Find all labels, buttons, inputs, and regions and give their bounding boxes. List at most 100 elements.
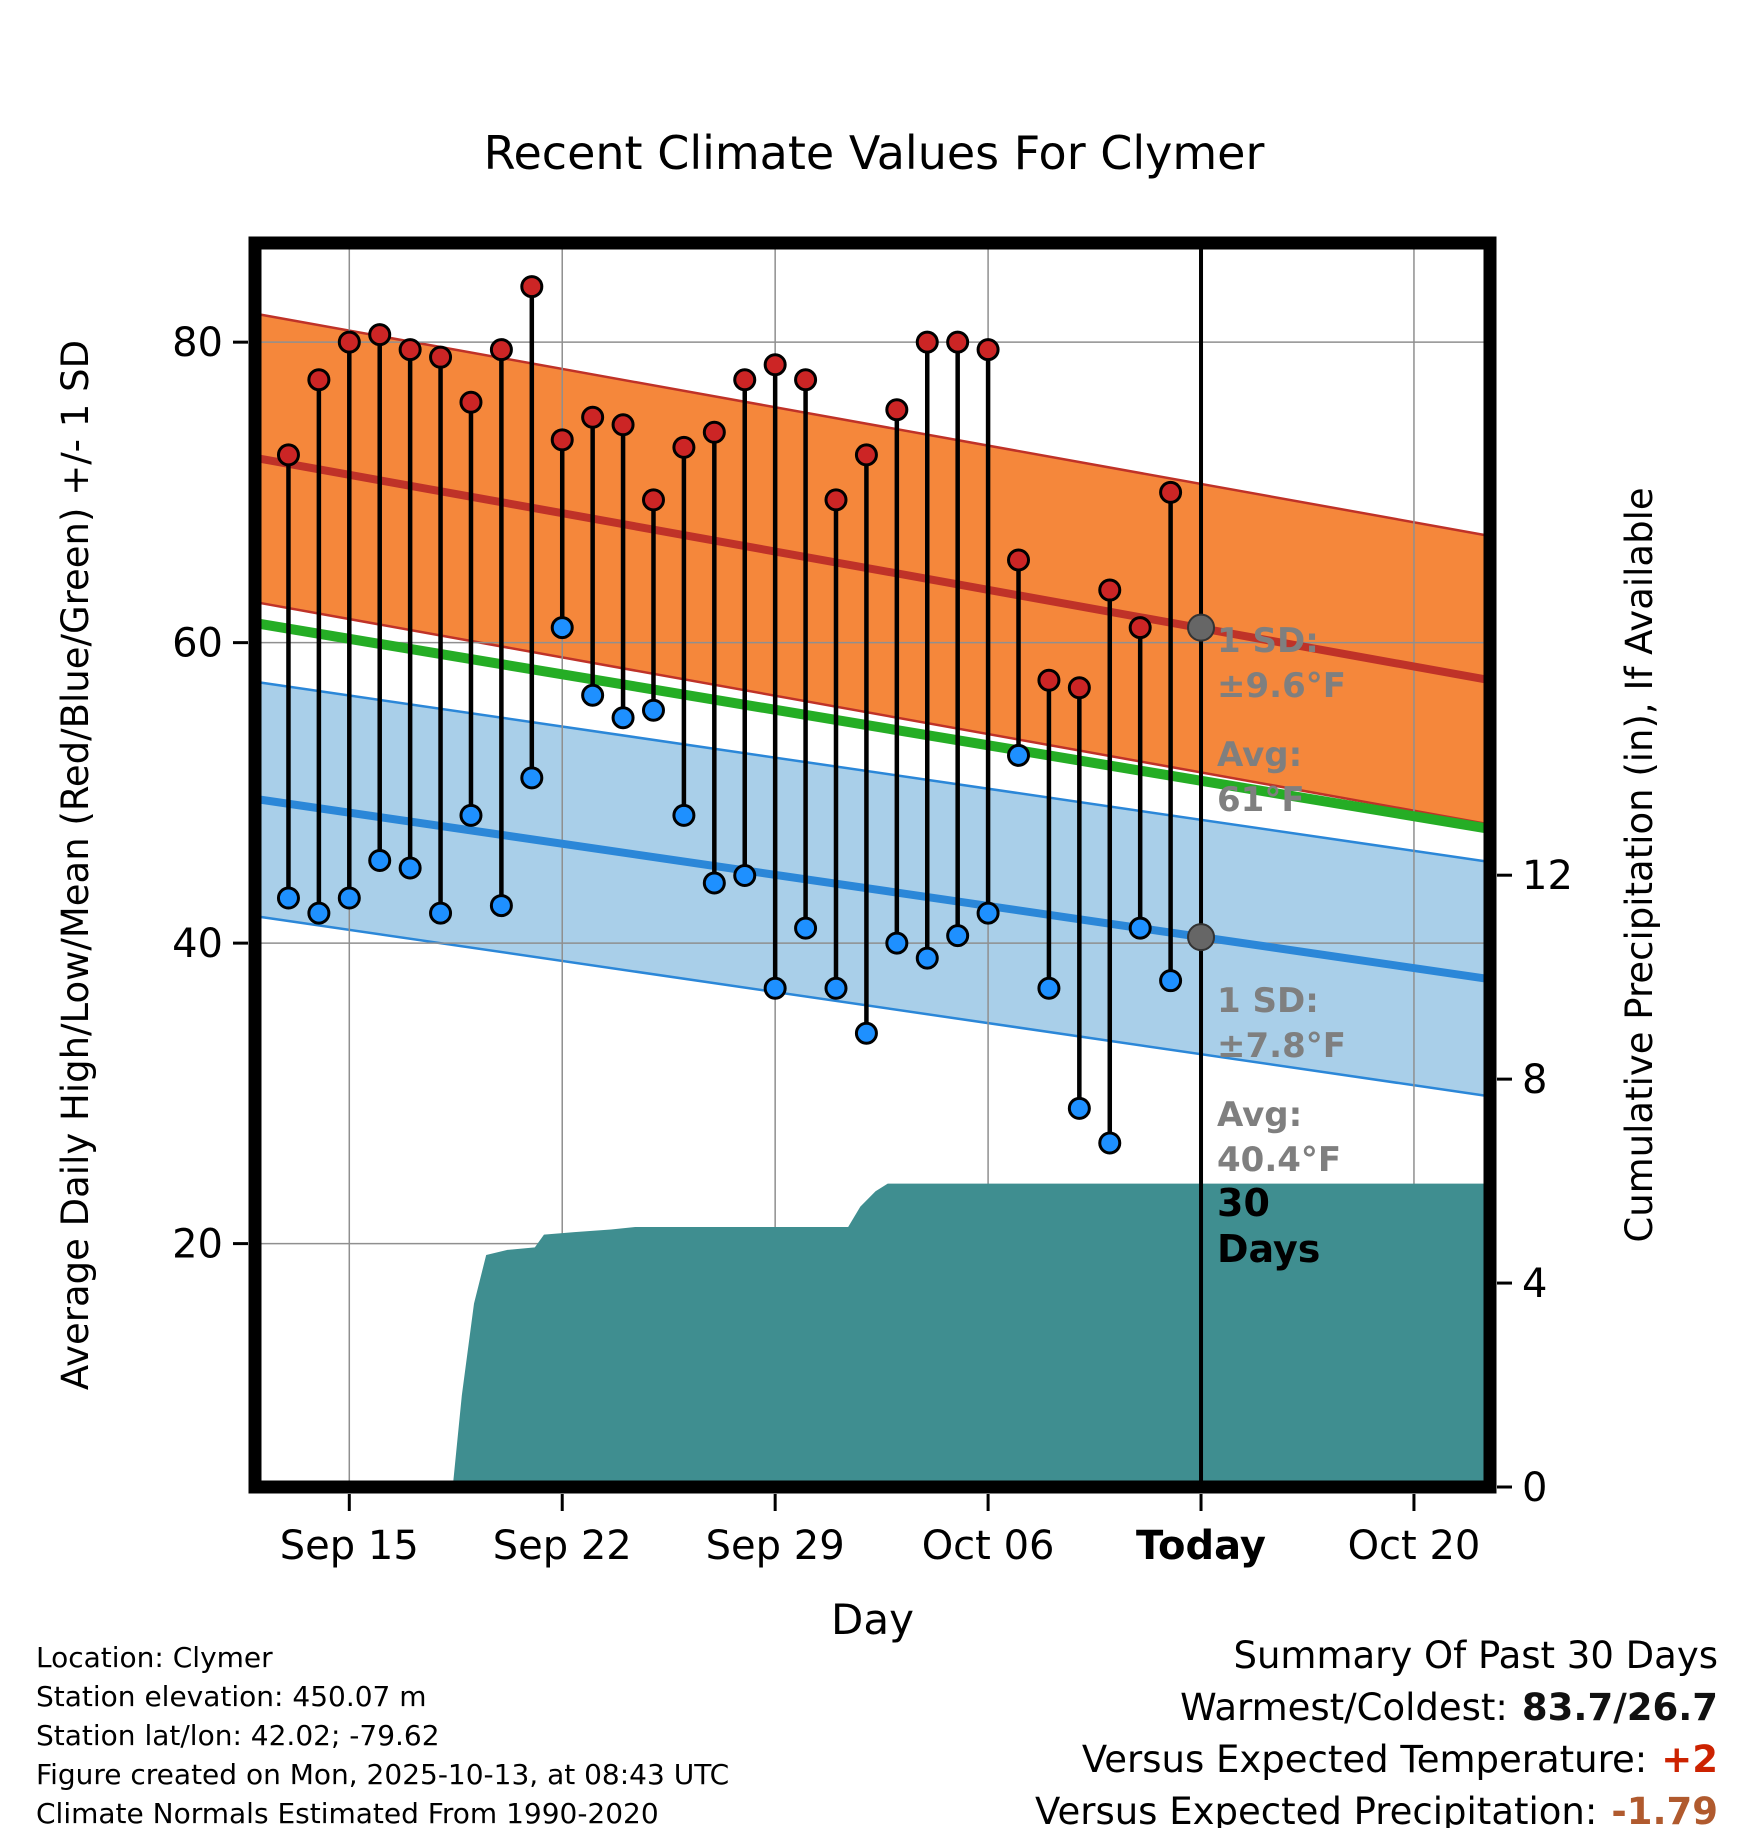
daily-low-dot <box>1067 1096 1091 1120</box>
daily-low-dot <box>1159 969 1183 993</box>
daily-high-dot <box>1098 578 1122 602</box>
y-right-tick-label: 8 <box>1522 1057 1547 1103</box>
low-normal-band-bottom-edge <box>254 914 1491 1098</box>
summary-row-vs-precipitation: Versus Expected Precipitation: -1.79 <box>1035 1786 1718 1828</box>
daily-low-dot <box>429 901 453 925</box>
daily-high-dot <box>641 488 665 512</box>
y-left-tick-label: 20 <box>172 1222 223 1268</box>
summary-row-warmest-coldest: Warmest/Coldest: 83.7/26.7 <box>1035 1682 1718 1734</box>
daily-low-dot <box>368 848 392 872</box>
x-tick-label: Sep 22 <box>493 1523 632 1569</box>
station-latlon: Station lat/lon: 42.02; -79.62 <box>36 1719 440 1752</box>
cumulative-precip-area <box>255 1183 1490 1487</box>
daily-high-dot <box>702 420 726 444</box>
daily-high-dot <box>337 330 361 354</box>
daily-high-dot <box>1128 616 1152 640</box>
high-normal-band-bottom-edge <box>254 600 1491 826</box>
daily-high-dot <box>429 345 453 369</box>
daily-high-dot <box>733 368 757 392</box>
daily-high-dot <box>885 398 909 422</box>
daily-low-dot <box>276 886 300 910</box>
summary-label: Versus Expected Temperature: <box>1081 1738 1648 1781</box>
daily-low-dot <box>976 901 1000 925</box>
daily-low-dot <box>702 871 726 895</box>
daily-high-dot <box>276 443 300 467</box>
summary-label: Versus Expected Precipitation: <box>1035 1790 1598 1828</box>
x-tick-label: Oct 06 <box>922 1523 1055 1569</box>
daily-low-dot <box>915 946 939 970</box>
high-avg-annotation: 61°F <box>1217 780 1305 820</box>
y-right-tick-label: 4 <box>1522 1261 1547 1307</box>
daily-low-dot <box>1098 1131 1122 1155</box>
y-left-tick-label: 80 <box>172 320 223 366</box>
daily-low-dot <box>398 856 422 880</box>
daily-high-dot <box>398 338 422 362</box>
daily-low-dot <box>611 706 635 730</box>
daily-low-dot <box>520 766 544 790</box>
x-tick-label: Sep 15 <box>280 1523 419 1569</box>
daily-low-dot <box>946 924 970 948</box>
high-normal-band-top-edge <box>254 312 1491 538</box>
daily-low-dot <box>581 683 605 707</box>
daily-high-dot <box>1159 480 1183 504</box>
summary-row-vs-temperature: Versus Expected Temperature: +2 <box>1035 1734 1718 1786</box>
daily-low-dot <box>763 976 787 1000</box>
chart-title: Recent Climate Values For Clymer <box>483 126 1265 180</box>
today-high-avg-dot <box>1187 613 1216 642</box>
daily-low-dot <box>885 931 909 955</box>
high-sd-annotation: ±9.6°F <box>1217 666 1346 706</box>
today-low-avg-dot <box>1187 923 1216 952</box>
station-location: Location: Clymer <box>36 1641 273 1674</box>
daily-low-dot <box>550 616 574 640</box>
y-left-axis-label: Average Daily High/Low/Mean (Red/Blue/Gr… <box>54 340 97 1390</box>
daily-low-dot <box>1007 743 1031 767</box>
daily-high-dot <box>824 488 848 512</box>
daily-high-dot <box>854 443 878 467</box>
daily-low-dot <box>854 1021 878 1045</box>
daily-high-dot <box>489 338 513 362</box>
figure-created: Figure created on Mon, 2025-10-13, at 08… <box>36 1758 730 1791</box>
daily-high-dot <box>459 390 483 414</box>
daily-low-dot <box>1128 916 1152 940</box>
y-right-axis-label: Cumulative Precipitation (in), If Availa… <box>1618 487 1661 1242</box>
daily-high-dot <box>915 330 939 354</box>
daily-high-dot <box>1067 676 1091 700</box>
summary-title: Summary Of Past 30 Days <box>1233 1634 1718 1677</box>
daily-high-dot <box>976 338 1000 362</box>
daily-high-dot <box>1037 668 1061 692</box>
high-sd-annotation: 1 SD: <box>1217 621 1319 661</box>
low-avg-annotation: 40.4°F <box>1217 1140 1341 1180</box>
low-sd-annotation: ±7.8°F <box>1217 1026 1346 1066</box>
daily-low-dot <box>459 803 483 827</box>
daily-low-dot <box>641 698 665 722</box>
daily-low-dot <box>337 886 361 910</box>
summary-label: Warmest/Coldest: <box>1180 1686 1508 1729</box>
x-tick-label: Sep 29 <box>706 1523 845 1569</box>
high-normal-line <box>254 453 1491 685</box>
x-axis-label: Day <box>831 1595 914 1644</box>
daily-high-dot <box>581 405 605 429</box>
daily-high-dot <box>946 330 970 354</box>
daily-high-dot <box>307 368 331 392</box>
low-normal-line <box>254 794 1491 984</box>
daily-low-dot <box>307 901 331 925</box>
mean-normal-line <box>254 618 1491 834</box>
daily-high-dot <box>520 275 544 299</box>
plot-layers: 1 SD: ±9.6°F Avg: 61°F 1 SD: ±7.8°F Avg: 40.4°F… <box>254 243 1491 1487</box>
daily-low-dot <box>672 803 696 827</box>
daily-high-dot <box>550 428 574 452</box>
period-annotation: 30 <box>1217 1181 1270 1225</box>
daily-high-dot <box>794 368 818 392</box>
daily-high-dot <box>611 413 635 437</box>
high-avg-annotation: Avg: <box>1217 735 1302 775</box>
low-normal-band-top-edge <box>254 680 1491 864</box>
summary-value: -1.79 <box>1611 1790 1718 1828</box>
y-left-tick-label: 40 <box>172 921 223 967</box>
daily-high-dot <box>1007 548 1031 572</box>
low-sd-annotation: 1 SD: <box>1217 981 1319 1021</box>
daily-high-dot <box>672 435 696 459</box>
station-elevation: Station elevation: 450.07 m <box>36 1680 427 1713</box>
daily-low-dot <box>1037 976 1061 1000</box>
x-tick-label: Today <box>1136 1523 1266 1569</box>
